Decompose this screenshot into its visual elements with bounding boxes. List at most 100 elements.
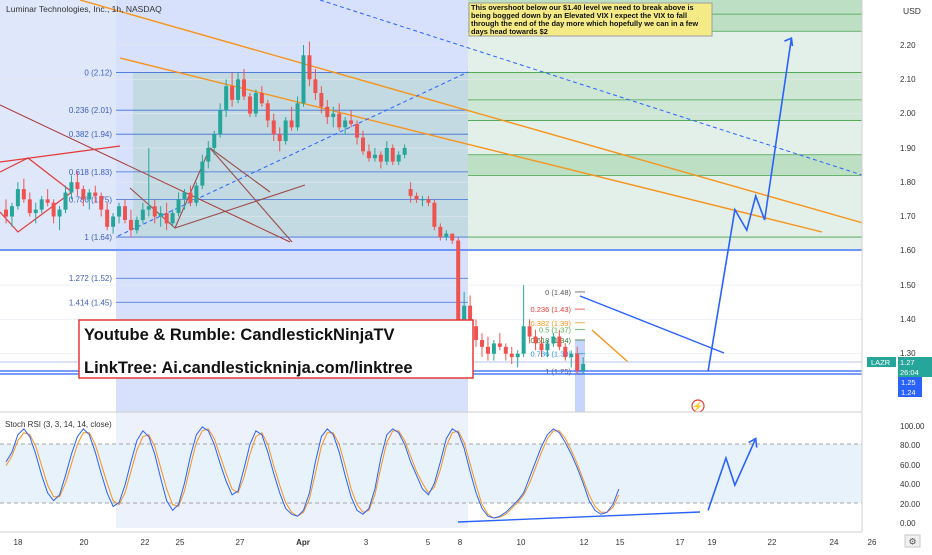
fib-level-label: 0.382 (1.94) — [69, 130, 112, 139]
price-tick: 1.90 — [900, 144, 916, 153]
orange-short-trend — [591, 329, 629, 363]
fib-small-label: 0.5 (1.37) — [539, 326, 572, 335]
price-tick: 1.30 — [900, 349, 916, 358]
rsi-axis-ticks: 100.00 80.00 60.00 40.00 20.00 0.00 — [900, 422, 925, 528]
fib-level-label: 0.786 (1.75) — [69, 195, 112, 204]
time-tick: 25 — [176, 538, 185, 547]
time-tick: 27 — [236, 538, 245, 547]
rsi-d-line — [5, 428, 620, 519]
candle-body — [426, 199, 431, 203]
level-badges: 1.25 1.24 — [898, 377, 922, 397]
rsi-projection-arrowhead — [748, 437, 758, 448]
price-tick: 1.70 — [900, 212, 916, 221]
settings-gear-button[interactable] — [904, 534, 921, 548]
candle-body — [259, 93, 264, 104]
candle-body — [533, 336, 538, 344]
candle-body — [105, 209, 110, 227]
stoch-rsi-lines — [5, 426, 758, 519]
shade-left-zone — [0, 0, 116, 250]
fib-level-label: 0.236 (2.01) — [69, 106, 112, 115]
candle-body — [575, 353, 580, 371]
promo-line2[interactable]: LinkTree: Ai.candlestickninja.com/linktr… — [84, 359, 413, 377]
price-tick: 1.60 — [900, 246, 916, 255]
candle-body — [480, 339, 484, 347]
candle-body — [134, 219, 139, 231]
level-badge-1.25-text: 1.25 — [901, 378, 916, 387]
candle-body — [224, 86, 229, 111]
candle-body — [57, 209, 62, 217]
candle-body — [509, 353, 514, 358]
ticker-badge[interactable]: LAZR 1.27 26:04 — [867, 357, 932, 377]
candle-body — [545, 343, 550, 351]
candle-body — [343, 120, 348, 128]
time-tick: 26 — [868, 538, 877, 547]
price-axis-ticks: 2.20 2.10 2.00 1.90 1.80 1.70 1.60 1.50 … — [900, 41, 916, 358]
candle-body — [497, 343, 502, 347]
fib-small-label: 0.382 (1.39) — [531, 319, 572, 328]
symbol-title: Luminar Technologies, Inc., 1h, NASDAQ — [6, 4, 162, 14]
projection-path — [707, 36, 794, 371]
rsi-divergence-line — [457, 511, 701, 523]
candle-body — [450, 233, 455, 241]
price-tick: 2.20 — [900, 41, 916, 50]
candle-body — [182, 192, 187, 200]
rsi-band — [0, 444, 862, 503]
candle-body — [396, 154, 401, 162]
candle-body — [51, 202, 56, 217]
candle-body — [212, 134, 217, 148]
candle-body — [15, 189, 20, 207]
candle-body — [253, 93, 258, 114]
svg-text:⚡: ⚡ — [692, 401, 703, 413]
candle-body — [384, 147, 389, 162]
candle-body — [146, 206, 151, 210]
candle-body — [111, 216, 116, 227]
fib-level-label: 0 (2.12) — [84, 68, 112, 77]
annotation-note[interactable]: This overshoot below our $1.40 level we … — [468, 2, 713, 37]
rsi-tick: 80.00 — [900, 441, 921, 450]
fib-small-label: 0.618 (1.34) — [531, 336, 572, 345]
time-tick: 17 — [676, 538, 685, 547]
ticker-price: 1.27 — [900, 358, 915, 367]
candle-body — [474, 326, 479, 340]
candle-body — [551, 336, 556, 344]
time-tick: 5 — [426, 538, 431, 547]
fib-box-left — [133, 72, 468, 238]
brown-diagonal — [209, 147, 293, 243]
time-tick: 20 — [80, 538, 89, 547]
candle-body — [271, 120, 276, 135]
candle-body — [402, 147, 407, 155]
candle-body — [277, 134, 282, 142]
candle-body — [527, 326, 532, 337]
candle-body — [432, 202, 437, 227]
candle-body — [4, 209, 8, 217]
candle-body — [63, 192, 68, 210]
ticker-symbol-bg — [867, 357, 896, 367]
candle-body — [170, 213, 175, 224]
level-badge-1.24 — [898, 387, 922, 397]
candle-body — [117, 206, 122, 217]
rsi-tick: 0.00 — [900, 519, 916, 528]
blue-dashed-trend — [319, 0, 863, 176]
candle-body — [366, 151, 371, 159]
orange-channel-upper — [79, 0, 871, 226]
candle-body — [414, 195, 419, 200]
candle-body — [206, 147, 211, 162]
descending-wedge-top — [579, 295, 725, 354]
fib-level-label: 1.272 (1.52) — [69, 274, 112, 283]
candle-body — [485, 346, 490, 354]
time-tick: 18 — [14, 538, 23, 547]
candle-body — [27, 199, 32, 214]
lightning-icon[interactable]: ⚡ — [691, 399, 705, 413]
promo-line1: Youtube & Rumble: CandlestickNinjaTV — [84, 326, 394, 344]
time-tick: 19 — [708, 538, 717, 547]
candle-body — [521, 326, 526, 354]
candle-body — [194, 185, 199, 203]
candle-body — [295, 103, 300, 128]
fib-small-label: 0.236 (1.43) — [531, 305, 572, 314]
candle-body — [128, 219, 133, 231]
time-tick: 12 — [580, 538, 589, 547]
time-tick: 24 — [830, 538, 839, 547]
abcd-pattern — [129, 147, 271, 229]
